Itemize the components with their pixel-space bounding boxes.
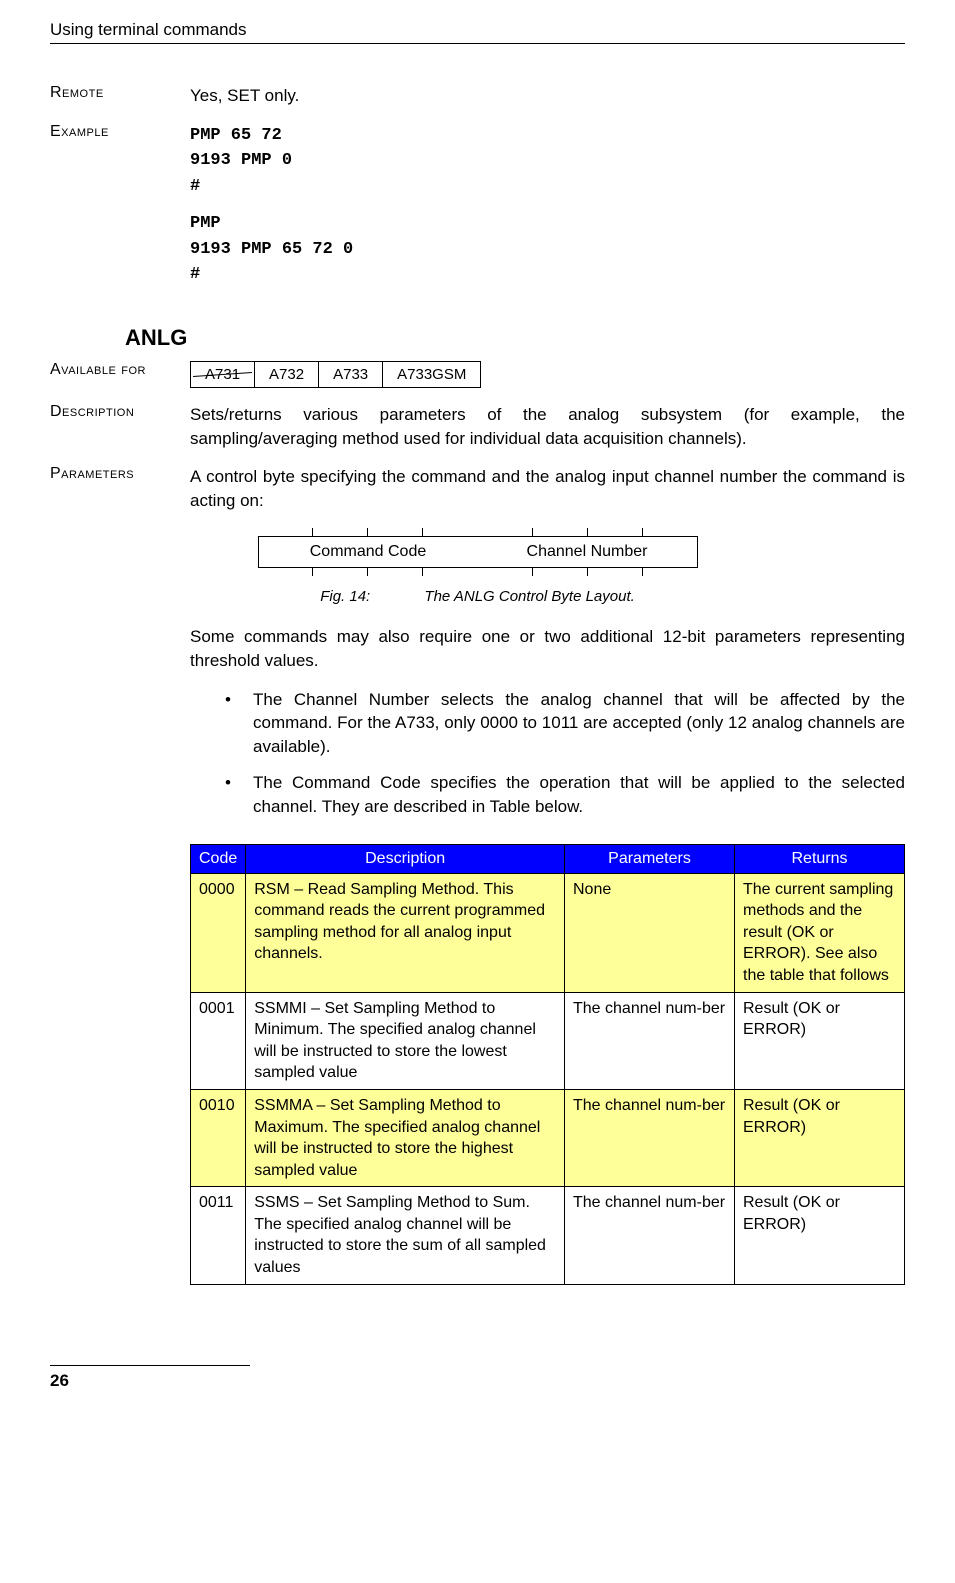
th-parameters: Parameters <box>565 844 735 873</box>
cell-returns: Result (OK or ERROR) <box>735 992 905 1089</box>
table-row: 0000 RSM – Read Sampling Method. This co… <box>191 873 905 992</box>
parameters-row: Parameters A control byte specifying the… <box>50 465 905 513</box>
page-number: 26 <box>50 1371 905 1391</box>
example-line: # <box>190 262 905 288</box>
footer: 26 <box>50 1365 905 1391</box>
cell-code: 0011 <box>191 1187 246 1284</box>
avail-cell: A733 <box>319 361 383 387</box>
example-line: PMP <box>190 211 905 237</box>
cell-params: The channel num-ber <box>565 1089 735 1186</box>
cell-desc: SSMMI – Set Sampling Method to Minimum. … <box>246 992 565 1089</box>
cell-desc: RSM – Read Sampling Method. This command… <box>246 873 565 992</box>
cell-code: 0001 <box>191 992 246 1089</box>
available-for-row: Available for A731 A732 A733 A733GSM <box>50 361 905 388</box>
example-label: Example <box>50 123 190 141</box>
example-content: PMP 65 72 9193 PMP 0 # PMP 9193 PMP 65 7… <box>190 123 905 300</box>
cell-returns: Result (OK or ERROR) <box>735 1187 905 1284</box>
description-label: Description <box>50 403 190 421</box>
byte-diagram: Command Code Channel Number <box>258 528 698 576</box>
example-line: 9193 PMP 0 <box>190 148 905 174</box>
cell-returns: The current sampling methods and the res… <box>735 873 905 992</box>
th-code: Code <box>191 844 246 873</box>
byte-command-code: Command Code <box>259 537 478 567</box>
byte-channel-number: Channel Number <box>478 537 697 567</box>
avail-cell: A733GSM <box>383 361 481 387</box>
cell-returns: Result (OK or ERROR) <box>735 1089 905 1186</box>
body-paragraph: Some commands may also require one or tw… <box>190 625 905 673</box>
remote-label: Remote <box>50 84 190 102</box>
bullet-text: The Command Code specifies the operation… <box>253 771 905 819</box>
table-header-row: Code Description Parameters Returns <box>191 844 905 873</box>
th-description: Description <box>246 844 565 873</box>
bullet-mark: • <box>225 771 253 819</box>
code-table: Code Description Parameters Returns 0000… <box>190 844 905 1285</box>
th-returns: Returns <box>735 844 905 873</box>
figure-label: Fig. 14: <box>320 588 370 605</box>
example-block-1: PMP 65 72 9193 PMP 0 # <box>190 123 905 200</box>
example-line: PMP 65 72 <box>190 123 905 149</box>
cell-params: The channel num-ber <box>565 1187 735 1284</box>
cell-desc: SSMS – Set Sampling Method to Sum. The s… <box>246 1187 565 1284</box>
cell-params: The channel num-ber <box>565 992 735 1089</box>
remote-row: Remote Yes, SET only. <box>50 84 905 108</box>
bullet-list: • The Channel Number selects the analog … <box>225 688 905 819</box>
example-line: 9193 PMP 65 72 0 <box>190 237 905 263</box>
bullet-mark: • <box>225 688 253 759</box>
available-for-content: A731 A732 A733 A733GSM <box>190 361 905 388</box>
cell-code: 0010 <box>191 1089 246 1186</box>
available-for-label: Available for <box>50 361 190 379</box>
bullet-item: • The Channel Number selects the analog … <box>225 688 905 759</box>
page-header: Using terminal commands <box>50 20 905 44</box>
example-row: Example PMP 65 72 9193 PMP 0 # PMP 9193 … <box>50 123 905 300</box>
description-text: Sets/returns various parameters of the a… <box>190 403 905 451</box>
avail-cell: A732 <box>255 361 319 387</box>
footer-line <box>50 1365 250 1366</box>
section-heading: ANLG <box>125 325 905 351</box>
table-row: 0010 SSMMA – Set Sampling Method to Maxi… <box>191 1089 905 1186</box>
example-block-2: PMP 9193 PMP 65 72 0 # <box>190 211 905 288</box>
figure-text: The ANLG Control Byte Layout. <box>424 588 634 605</box>
description-row: Description Sets/returns various paramet… <box>50 403 905 451</box>
table-row: 0011 SSMS – Set Sampling Method to Sum. … <box>191 1187 905 1284</box>
example-line: # <box>190 174 905 200</box>
cell-params: None <box>565 873 735 992</box>
parameters-label: Parameters <box>50 465 190 483</box>
avail-cell-struck: A731 <box>191 361 255 387</box>
bullet-text: The Channel Number selects the analog ch… <box>253 688 905 759</box>
figure-caption: Fig. 14: The ANLG Control Byte Layout. <box>50 588 905 605</box>
available-for-table: A731 A732 A733 A733GSM <box>190 361 481 388</box>
remote-value: Yes, SET only. <box>190 84 905 108</box>
table-row: 0001 SSMMI – Set Sampling Method to Mini… <box>191 992 905 1089</box>
parameters-text: A control byte specifying the command an… <box>190 465 905 513</box>
cell-desc: SSMMA – Set Sampling Method to Maximum. … <box>246 1089 565 1186</box>
cell-code: 0000 <box>191 873 246 992</box>
bullet-item: • The Command Code specifies the operati… <box>225 771 905 819</box>
